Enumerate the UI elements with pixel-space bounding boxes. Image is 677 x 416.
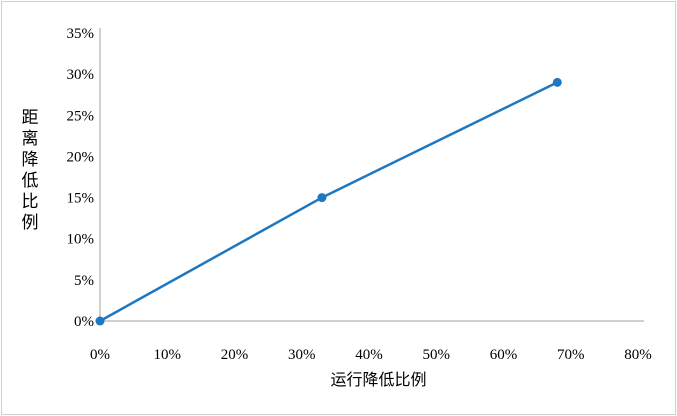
x-tick-label: 60%	[490, 347, 518, 363]
x-tick-label: 10%	[154, 347, 182, 363]
y-tick-label: 5%	[74, 273, 94, 289]
y-tick-label: 10%	[67, 232, 95, 248]
x-tick-label: 50%	[423, 347, 451, 363]
x-tick-label: 20%	[221, 347, 249, 363]
x-tick-label: 30%	[288, 347, 316, 363]
y-tick-label: 15%	[67, 191, 95, 207]
x-tick-label: 40%	[355, 347, 383, 363]
y-axis-label: 距离降低比例	[21, 108, 39, 233]
data-point	[317, 193, 327, 203]
y-tick-label: 0%	[74, 314, 94, 330]
x-tick-label: 0%	[90, 347, 110, 363]
y-tick-label: 20%	[67, 149, 95, 165]
y-tick-label: 30%	[67, 67, 95, 83]
x-tick-label: 70%	[557, 347, 585, 363]
y-tick-label: 35%	[67, 26, 95, 42]
data-point	[95, 316, 105, 326]
x-axis-label: 运行降低比例	[330, 370, 427, 389]
data-point	[552, 77, 562, 87]
y-tick-label: 25%	[67, 108, 95, 124]
series-line	[99, 81, 558, 323]
x-tick-label: 80%	[624, 347, 652, 363]
